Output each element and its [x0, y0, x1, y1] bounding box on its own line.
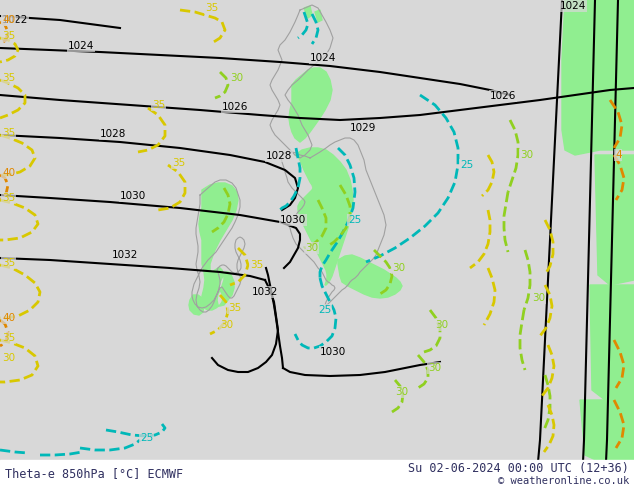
Text: Theta-e 850hPa [°C] ECMWF: Theta-e 850hPa [°C] ECMWF	[5, 467, 183, 481]
Text: 1022: 1022	[2, 15, 29, 25]
Text: 30: 30	[532, 293, 545, 303]
Polygon shape	[189, 295, 204, 315]
Polygon shape	[199, 183, 238, 310]
Text: 30: 30	[220, 320, 233, 330]
Bar	[0, 460, 634, 490]
Polygon shape	[590, 285, 634, 400]
Text: 25: 25	[318, 305, 331, 315]
Text: 40: 40	[2, 313, 15, 323]
Text: 1030: 1030	[320, 347, 346, 357]
Text: 30: 30	[520, 150, 533, 160]
Text: 1026: 1026	[490, 91, 516, 101]
Text: © weatheronline.co.uk: © weatheronline.co.uk	[498, 476, 629, 486]
Text: 35: 35	[2, 258, 15, 268]
Polygon shape	[289, 68, 332, 142]
Text: 30: 30	[435, 320, 448, 330]
Text: 35: 35	[172, 158, 185, 168]
Text: 4: 4	[615, 150, 621, 160]
Text: 25: 25	[140, 433, 153, 443]
Polygon shape	[580, 400, 634, 462]
Polygon shape	[295, 148, 353, 285]
Text: 35: 35	[2, 128, 15, 138]
Text: 35: 35	[205, 3, 218, 13]
Text: 30: 30	[230, 73, 243, 83]
Text: 1028: 1028	[266, 151, 292, 161]
Polygon shape	[304, 6, 312, 18]
Text: 1028: 1028	[100, 129, 126, 139]
Text: 1024: 1024	[68, 41, 94, 51]
Text: 25: 25	[348, 215, 361, 225]
Text: 35: 35	[2, 73, 15, 83]
Text: 35: 35	[152, 100, 165, 110]
Text: 1030: 1030	[120, 191, 146, 201]
Text: 1024: 1024	[310, 53, 337, 63]
Text: 35: 35	[2, 333, 15, 343]
Text: 35: 35	[228, 303, 242, 313]
Text: 35: 35	[2, 193, 15, 203]
Text: 1026: 1026	[222, 102, 249, 112]
Text: 40: 40	[2, 15, 15, 25]
Polygon shape	[315, 10, 322, 22]
Text: 1029: 1029	[350, 123, 377, 133]
Text: 25: 25	[460, 160, 473, 170]
Text: Su 02-06-2024 00:00 UTC (12+36): Su 02-06-2024 00:00 UTC (12+36)	[408, 462, 629, 474]
Text: 1032: 1032	[252, 287, 278, 297]
Text: 30: 30	[2, 353, 15, 363]
Text: 35: 35	[250, 260, 263, 270]
Polygon shape	[338, 255, 402, 298]
Text: 40: 40	[2, 168, 15, 178]
Text: 30: 30	[392, 263, 405, 273]
Text: 1030: 1030	[280, 215, 306, 225]
Text: 30: 30	[305, 243, 318, 253]
Text: 1024: 1024	[560, 1, 586, 11]
Text: 30: 30	[395, 387, 408, 397]
Polygon shape	[562, 0, 634, 155]
Text: 30: 30	[428, 363, 441, 373]
Text: 1032: 1032	[112, 250, 138, 260]
Text: 35: 35	[2, 31, 15, 41]
Polygon shape	[595, 155, 634, 285]
